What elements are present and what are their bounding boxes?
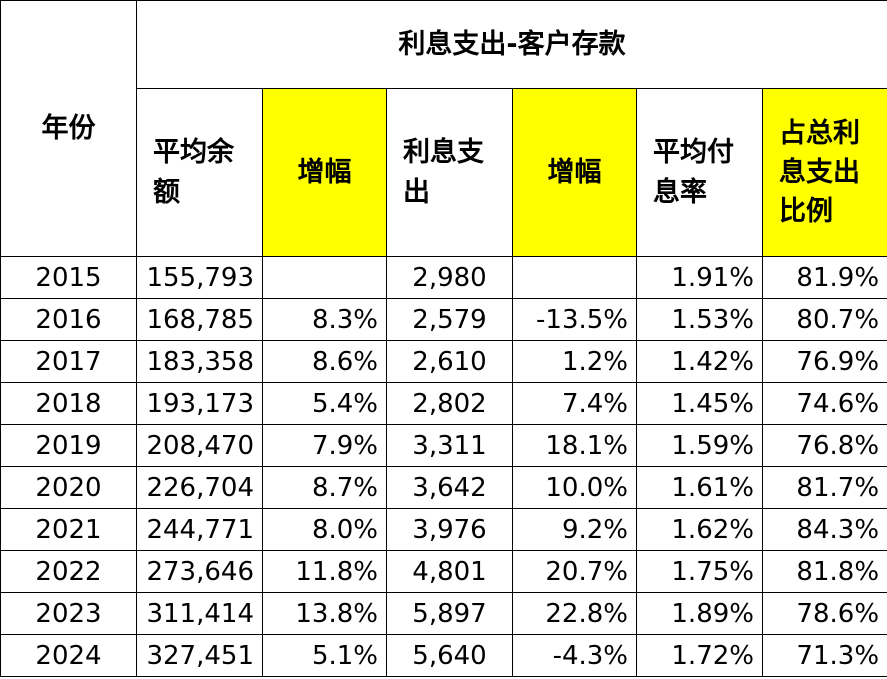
balance-growth-cell: 8.7%	[262, 466, 387, 509]
table-row: 2024 327,451 5.1% 5,640 -4.3% 1.72% 71.3…	[0, 634, 887, 677]
share-cell: 80.7%	[761, 298, 887, 341]
table-row: 2023 311,414 13.8% 5,897 22.8% 1.89% 78.…	[0, 592, 887, 635]
average-balance-cell: 327,451	[136, 634, 263, 677]
balance-growth-cell: 8.3%	[262, 298, 387, 341]
year-cell: 2015	[0, 256, 137, 299]
table-row: 2021 244,771 8.0% 3,976 9.2% 1.62% 84.3%	[0, 508, 887, 551]
average-balance-cell: 168,785	[136, 298, 263, 341]
balance-growth-cell: 8.0%	[262, 508, 387, 551]
expense-growth-cell: 1.2%	[512, 340, 637, 383]
share-cell: 71.3%	[761, 634, 887, 677]
column-header-balance-growth: 增幅	[262, 88, 387, 257]
expense-growth-cell: 9.2%	[512, 508, 637, 551]
column-header-interest-expense: 利息支出	[386, 88, 513, 257]
average-rate-cell: 1.59%	[636, 424, 763, 467]
balance-growth-cell: 7.9%	[262, 424, 387, 467]
balance-growth-cell: 5.1%	[262, 634, 387, 677]
share-cell: 76.8%	[761, 424, 887, 467]
average-rate-cell: 1.91%	[636, 256, 763, 299]
year-cell: 2016	[0, 298, 137, 341]
share-cell: 81.7%	[761, 466, 887, 509]
year-cell: 2019	[0, 424, 137, 467]
interest-expense-cell: 3,311	[386, 424, 513, 467]
table-row: 2017 183,358 8.6% 2,610 1.2% 1.42% 76.9%	[0, 340, 887, 383]
year-cell: 2017	[0, 340, 137, 383]
average-balance-cell: 183,358	[136, 340, 263, 383]
average-balance-cell: 155,793	[136, 256, 263, 299]
share-cell: 74.6%	[761, 382, 887, 425]
average-balance-cell: 208,470	[136, 424, 263, 467]
interest-expense-cell: 3,976	[386, 508, 513, 551]
average-rate-cell: 1.53%	[636, 298, 763, 341]
year-header: 年份	[0, 0, 137, 257]
balance-growth-cell: 11.8%	[262, 550, 387, 593]
share-cell: 84.3%	[761, 508, 887, 551]
expense-growth-cell: 20.7%	[512, 550, 637, 593]
year-cell: 2018	[0, 382, 137, 425]
column-header-average-rate: 平均付息率	[636, 88, 763, 257]
column-header-share-of-total: 占总利息支出比例	[761, 88, 887, 257]
expense-growth-cell: -13.5%	[512, 298, 637, 341]
column-header-average-balance: 平均余额	[136, 88, 263, 257]
expense-growth-cell: -4.3%	[512, 634, 637, 677]
expense-growth-cell: 18.1%	[512, 424, 637, 467]
share-cell: 78.6%	[761, 592, 887, 635]
table-row: 2019 208,470 7.9% 3,311 18.1% 1.59% 76.8…	[0, 424, 887, 467]
expense-growth-cell: 10.0%	[512, 466, 637, 509]
balance-growth-cell: 8.6%	[262, 340, 387, 383]
average-balance-cell: 273,646	[136, 550, 263, 593]
table-row: 2022 273,646 11.8% 4,801 20.7% 1.75% 81.…	[0, 550, 887, 593]
interest-expense-cell: 4,801	[386, 550, 513, 593]
share-cell: 76.9%	[761, 340, 887, 383]
average-balance-cell: 311,414	[136, 592, 263, 635]
balance-growth-cell: 5.4%	[262, 382, 387, 425]
column-header-expense-growth: 增幅	[512, 88, 637, 257]
average-rate-cell: 1.89%	[636, 592, 763, 635]
table-row: 2020 226,704 8.7% 3,642 10.0% 1.61% 81.7…	[0, 466, 887, 509]
expense-growth-cell	[512, 256, 637, 299]
share-cell: 81.9%	[761, 256, 887, 299]
interest-expense-cell: 2,980	[386, 256, 513, 299]
interest-expense-cell: 5,640	[386, 634, 513, 677]
average-rate-cell: 1.62%	[636, 508, 763, 551]
average-rate-cell: 1.61%	[636, 466, 763, 509]
average-balance-cell: 193,173	[136, 382, 263, 425]
year-cell: 2021	[0, 508, 137, 551]
expense-growth-cell: 7.4%	[512, 382, 637, 425]
average-balance-cell: 226,704	[136, 466, 263, 509]
average-rate-cell: 1.45%	[636, 382, 763, 425]
average-rate-cell: 1.72%	[636, 634, 763, 677]
interest-expense-cell: 2,610	[386, 340, 513, 383]
group-header: 利息支出-客户存款	[135, 0, 887, 89]
expense-growth-cell: 22.8%	[512, 592, 637, 635]
year-cell: 2020	[0, 466, 137, 509]
average-rate-cell: 1.75%	[636, 550, 763, 593]
interest-expense-cell: 3,642	[386, 466, 513, 509]
interest-expense-cell: 2,802	[386, 382, 513, 425]
year-cell: 2024	[0, 634, 137, 677]
share-cell: 81.8%	[761, 550, 887, 593]
interest-expense-cell: 5,897	[386, 592, 513, 635]
interest-expense-cell: 2,579	[386, 298, 513, 341]
table-row: 2018 193,173 5.4% 2,802 7.4% 1.45% 74.6%	[0, 382, 887, 425]
table-row: 2016 168,785 8.3% 2,579 -13.5% 1.53% 80.…	[0, 298, 887, 341]
year-cell: 2022	[0, 550, 137, 593]
balance-growth-cell: 13.8%	[262, 592, 387, 635]
year-cell: 2023	[0, 592, 137, 635]
average-balance-cell: 244,771	[136, 508, 263, 551]
table-row: 2015 155,793 2,980 1.91% 81.9%	[0, 256, 887, 299]
average-rate-cell: 1.42%	[636, 340, 763, 383]
balance-growth-cell	[262, 256, 387, 299]
